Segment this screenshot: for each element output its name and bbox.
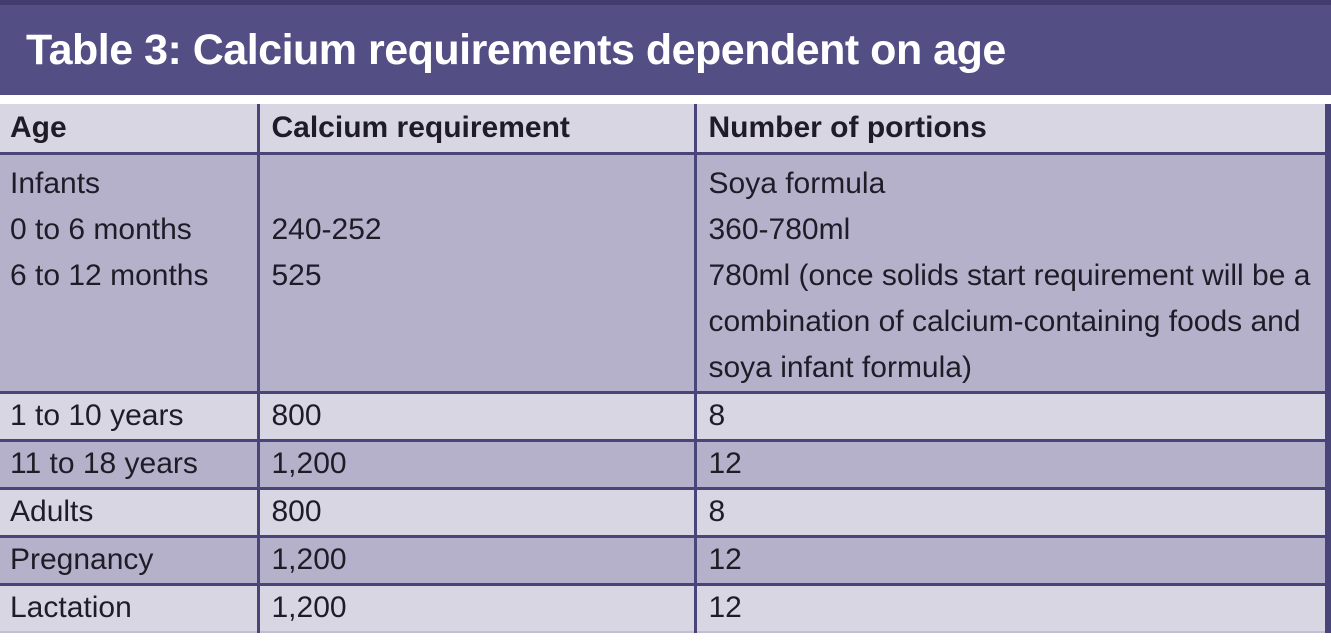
age-cell: Infants 0 to 6 months 6 to 12 months: [0, 153, 258, 394]
table-wrap: Age Calcium requirement Number of portio…: [0, 104, 1331, 633]
table-row-1-to-10-years: 1 to 10 years 800 8: [0, 392, 1325, 442]
table-row-adults: Adults 800 8: [0, 488, 1325, 538]
calcium-cell: 800: [256, 392, 695, 442]
calcium-table: Age Calcium requirement Number of portio…: [0, 104, 1325, 633]
calcium-cell: 1,200: [256, 440, 695, 490]
age-cell: Adults: [0, 488, 258, 538]
age-cell: Lactation: [0, 584, 258, 633]
age-cell: Pregnancy: [0, 536, 258, 586]
table-row-infants: Infants 0 to 6 months 6 to 12 months 240…: [0, 153, 1325, 394]
portions-cell: 12: [693, 536, 1325, 586]
portions-cell: 12: [693, 584, 1325, 633]
col-header-number-of-portions: Number of portions: [693, 104, 1325, 155]
portions-cell: 8: [693, 392, 1325, 442]
table-row-lactation: Lactation 1,200 12: [0, 584, 1325, 633]
table-header-row: Age Calcium requirement Number of portio…: [0, 104, 1325, 155]
col-header-age: Age: [0, 104, 258, 155]
calcium-cell: 1,200: [256, 584, 695, 633]
age-cell: 11 to 18 years: [0, 440, 258, 490]
table-row-11-to-18-years: 11 to 18 years 1,200 12: [0, 440, 1325, 490]
calcium-cell: 800: [256, 488, 695, 538]
table-row-pregnancy: Pregnancy 1,200 12: [0, 536, 1325, 586]
portions-cell: 8: [693, 488, 1325, 538]
portions-cell: 12: [693, 440, 1325, 490]
portions-cell: Soya formula 360-780ml 780ml (once solid…: [693, 153, 1325, 394]
title-bar: Table 3: Calcium requirements dependent …: [0, 0, 1331, 95]
age-cell: 1 to 10 years: [0, 392, 258, 442]
calcium-cell: 1,200: [256, 536, 695, 586]
calcium-cell: 240-252 525: [256, 153, 695, 394]
page-title: Table 3: Calcium requirements dependent …: [26, 25, 1006, 74]
col-header-calcium-requirement: Calcium requirement: [256, 104, 695, 155]
